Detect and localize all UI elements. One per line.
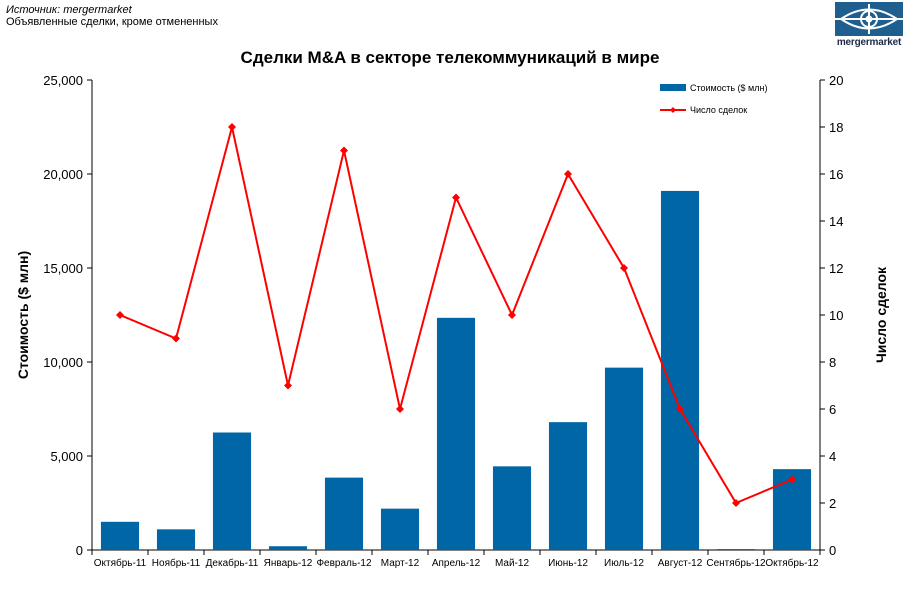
x-tick-label: Январь-12 <box>264 558 313 569</box>
source-note: Источник: mergermarket <box>6 4 132 16</box>
legend: Стоимость ($ млн) Число сделок <box>660 83 767 115</box>
left-tick-label: 5,000 <box>50 449 83 464</box>
y2-axis-title: Число сделок <box>873 266 889 363</box>
bar <box>436 317 476 550</box>
bar <box>380 508 420 550</box>
right-tick-label: 20 <box>829 73 843 88</box>
x-tick-label: Март-12 <box>381 558 420 569</box>
deals-point <box>620 264 628 272</box>
x-tick-label: Сентябрь-12 <box>706 557 766 569</box>
bar <box>268 546 308 550</box>
deals-point <box>340 146 348 155</box>
deals-point <box>508 311 516 319</box>
right-tick-label: 0 <box>829 543 836 558</box>
logo-wordmark: mergermarket <box>836 37 902 48</box>
x-tick-label: Апрель-12 <box>432 558 481 569</box>
deals-point <box>396 405 404 413</box>
subtitle-note: Объявленные сделки, кроме отмененных <box>6 16 218 28</box>
right-tick-label: 10 <box>829 308 843 323</box>
right-tick-label: 2 <box>829 496 836 511</box>
right-tick-label: 6 <box>829 402 836 417</box>
bar <box>156 529 196 550</box>
deals-point <box>452 193 460 202</box>
deals-point <box>228 123 236 131</box>
right-tick-label: 4 <box>829 449 836 464</box>
left-tick-label: 10,000 <box>43 355 83 370</box>
x-tick-label: Август-12 <box>658 558 703 569</box>
x-tick-label: Июль-12 <box>604 558 644 569</box>
left-tick-label: 0 <box>76 543 83 558</box>
bar <box>212 432 252 550</box>
legend-marker-deals <box>670 107 676 113</box>
bar <box>548 422 588 550</box>
bar <box>604 367 644 550</box>
x-tick-label: Октябрь-12 <box>765 557 819 569</box>
x-tick-label: Июнь-12 <box>548 558 588 569</box>
legend-label-deals: Число сделок <box>690 105 747 115</box>
y-axis-title: Стоимость ($ млн) <box>15 251 31 379</box>
left-tick-label: 25,000 <box>43 73 83 88</box>
deals-point <box>564 170 572 178</box>
deals-point <box>172 334 180 343</box>
x-tick-label: Октябрь-11 <box>94 557 147 569</box>
deals-point <box>676 405 684 413</box>
mergermarket-logo <box>835 2 903 36</box>
bar <box>716 549 756 550</box>
legend-label-value: Стоимость ($ млн) <box>690 83 767 93</box>
deals-point <box>788 475 796 484</box>
left-tick-label: 15,000 <box>43 261 83 276</box>
right-tick-label: 16 <box>829 167 843 182</box>
x-tick-label: Декабрь-11 <box>206 557 259 569</box>
left-tick-label: 20,000 <box>43 167 83 182</box>
right-tick-label: 18 <box>829 120 843 135</box>
bar <box>100 521 140 550</box>
bar <box>492 466 532 550</box>
x-tick-label: Ноябрь-11 <box>152 557 201 569</box>
x-tick-label: Май-12 <box>495 558 529 569</box>
deals-point <box>284 381 292 390</box>
right-tick-label: 8 <box>829 355 836 370</box>
plot-area: 0 5,000 10,000 15,000 20,000 25,000 0 2 4 6 8 10 12 1… <box>15 73 889 569</box>
x-tick-label: Февраль-12 <box>316 558 372 569</box>
legend-swatch-value <box>660 84 686 91</box>
deals-point <box>732 499 740 507</box>
bar <box>324 477 364 550</box>
chart-title: Сделки M&A в секторе телекоммуникаций в … <box>241 48 660 67</box>
deals-point <box>116 311 124 319</box>
right-tick-label: 12 <box>829 261 843 276</box>
bar <box>660 190 700 551</box>
right-tick-label: 14 <box>829 214 843 229</box>
